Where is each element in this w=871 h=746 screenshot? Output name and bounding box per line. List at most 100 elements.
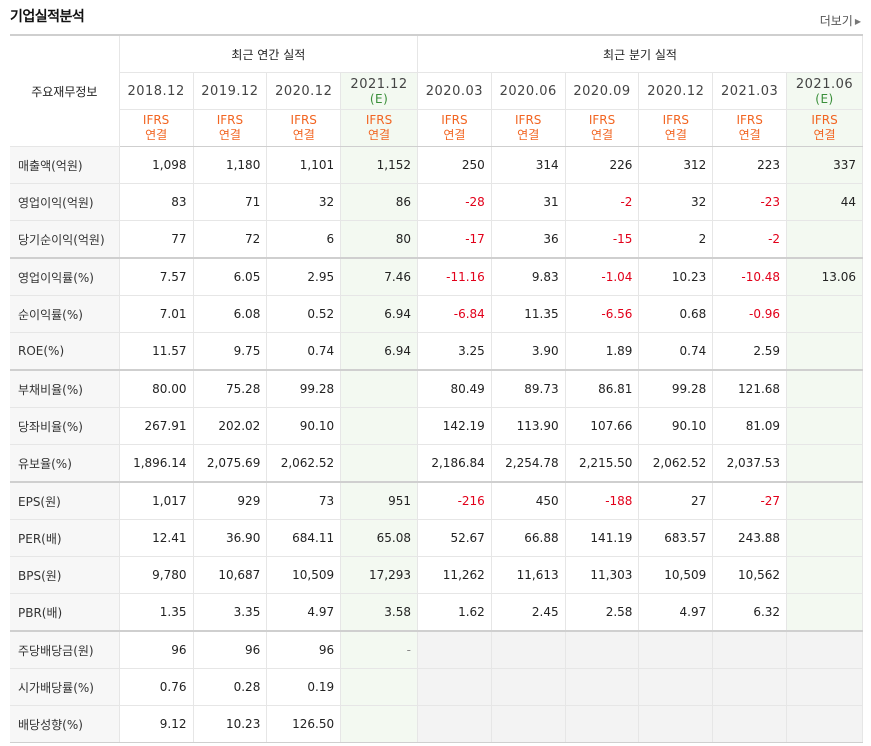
table-cell bbox=[786, 444, 863, 483]
table-cell: 90.10 bbox=[638, 407, 714, 445]
table-cell: 6.94 bbox=[340, 295, 418, 333]
table-cell bbox=[638, 631, 714, 669]
table-cell: 4.97 bbox=[638, 593, 714, 632]
table-cell: 77 bbox=[119, 220, 194, 259]
table-cell: -28 bbox=[416, 183, 492, 221]
table-cell: 2.59 bbox=[712, 332, 788, 371]
table-cell: 12.41 bbox=[119, 519, 194, 557]
table-row: 당좌비율(%) 267.91 202.02 90.10 142.19 113.90 107.… bbox=[10, 407, 863, 445]
table-cell: 83 bbox=[119, 183, 194, 221]
ifrs-basis-label: IFRS 연결 bbox=[193, 109, 268, 147]
table-row: 시가배당률(%) 0.76 0.28 0.19 bbox=[10, 668, 863, 706]
table-cell: 314 bbox=[491, 146, 566, 184]
table-cell: 1.35 bbox=[119, 593, 194, 632]
table-cell bbox=[786, 593, 863, 632]
table-cell: -10.48 bbox=[712, 258, 788, 296]
table-cell: 243.88 bbox=[712, 519, 788, 557]
annual-group-header: 최근 연간 실적 bbox=[119, 34, 418, 73]
more-link-label: 더보기 bbox=[819, 14, 853, 28]
table-cell: 52.67 bbox=[416, 519, 492, 557]
table-cell: 142.19 bbox=[416, 407, 492, 445]
table-cell: 121.68 bbox=[712, 370, 788, 408]
table-cell: -0.96 bbox=[712, 295, 788, 333]
table-cell: 107.66 bbox=[565, 407, 640, 445]
table-cell: 0.52 bbox=[266, 295, 342, 333]
table-cell: 3.25 bbox=[416, 332, 492, 371]
table-cell: 337 bbox=[786, 146, 863, 184]
row-label: 순이익률(%) bbox=[10, 295, 120, 333]
table-cell: 3.35 bbox=[193, 593, 268, 632]
table-cell: 3.90 bbox=[491, 332, 566, 371]
table-cell: 10,687 bbox=[193, 556, 268, 594]
table-cell: 126.50 bbox=[266, 705, 342, 743]
section-title: 기업실적분석 bbox=[10, 9, 85, 25]
table-cell: 1,101 bbox=[266, 146, 342, 184]
table-cell: -23 bbox=[712, 183, 788, 221]
ifrs-basis-label: IFRS 연결 bbox=[340, 109, 418, 147]
consolidated-text: 연결 bbox=[218, 128, 241, 142]
table-row: 부채비율(%) 80.00 75.28 99.28 80.49 89.73 86.81 99.… bbox=[10, 370, 863, 408]
table-cell: 2,037.53 bbox=[712, 444, 788, 483]
table-cell: 9,780 bbox=[119, 556, 194, 594]
table-cell: 450 bbox=[491, 482, 566, 520]
table-cell: 10,509 bbox=[266, 556, 342, 594]
ifrs-text: IFRS bbox=[216, 113, 244, 127]
table-cell: 32 bbox=[638, 183, 714, 221]
period-label: 2021.12 bbox=[350, 76, 408, 92]
table-row: 주당배당금(원) 96 96 96- bbox=[10, 631, 863, 669]
ifrs-text: IFRS bbox=[588, 113, 616, 127]
table-cell: 141.19 bbox=[565, 519, 640, 557]
table-row: 유보율(%) 1,896.14 2,075.69 2,062.52 2,186.84 2,… bbox=[10, 444, 863, 483]
consolidated-text: 연결 bbox=[145, 128, 168, 142]
table-cell bbox=[340, 407, 418, 445]
table-cell: -11.16 bbox=[416, 258, 492, 296]
table-cell: 80.00 bbox=[119, 370, 194, 408]
table-cell: 223 bbox=[712, 146, 788, 184]
table-cell: 2,062.52 bbox=[266, 444, 342, 483]
table-cell bbox=[786, 295, 863, 333]
table-cell bbox=[340, 444, 418, 483]
table-cell: 17,293 bbox=[340, 556, 418, 594]
table-cell: 1,017 bbox=[119, 482, 194, 520]
row-label: 당좌비율(%) bbox=[10, 407, 120, 445]
row-label: 매출액(억원) bbox=[10, 146, 120, 184]
ifrs-basis-label: IFRS 연결 bbox=[638, 109, 714, 147]
more-link[interactable]: 더보기 ▶ bbox=[820, 12, 861, 29]
table-cell: 0.76 bbox=[119, 668, 194, 706]
table-cell bbox=[491, 631, 566, 669]
table-cell bbox=[786, 482, 863, 520]
table-cell: 96 bbox=[119, 631, 194, 669]
table-cell: 951 bbox=[340, 482, 418, 520]
table-cell: 9.12 bbox=[119, 705, 194, 743]
table-cell: 6.05 bbox=[193, 258, 268, 296]
row-label: 배당성향(%) bbox=[10, 705, 120, 743]
table-cell: 2.95 bbox=[266, 258, 342, 296]
estimate-marker: (E) bbox=[369, 91, 389, 106]
ifrs-basis-label: IFRS 연결 bbox=[712, 109, 788, 147]
table-cell: 72 bbox=[193, 220, 268, 259]
table-cell: 267.91 bbox=[119, 407, 194, 445]
period-header: 2021.03 bbox=[712, 72, 788, 110]
table-cell: 11,613 bbox=[491, 556, 566, 594]
table-cell: 929 bbox=[193, 482, 268, 520]
table-cell: 2,254.78 bbox=[491, 444, 566, 483]
table-cell bbox=[786, 370, 863, 408]
table-cell: 113.90 bbox=[491, 407, 566, 445]
ifrs-text: IFRS bbox=[441, 113, 468, 127]
table-row: EPS(원) 1,017 929 73 951 -216 450 -188 27 -27 bbox=[10, 482, 863, 520]
ifrs-text: IFRS bbox=[736, 113, 763, 127]
table-cell: 36.90 bbox=[193, 519, 268, 557]
table-cell: 44 bbox=[786, 183, 863, 221]
financial-summary-table: 주요재무정보 최근 연간 실적 최근 분기 실적 2018.12 2019.12 2… bbox=[10, 34, 864, 743]
table-cell: 2.45 bbox=[491, 593, 566, 632]
row-label: PBR(배) bbox=[10, 593, 120, 632]
table-cell: 684.11 bbox=[266, 519, 342, 557]
table-cell bbox=[565, 631, 640, 669]
table-cell: 66.88 bbox=[491, 519, 566, 557]
table-cell: 36 bbox=[491, 220, 566, 259]
table-cell: 90.10 bbox=[266, 407, 342, 445]
row-label: 주당배당금(원) bbox=[10, 631, 120, 669]
row-label: EPS(원) bbox=[10, 482, 120, 520]
table-cell bbox=[712, 631, 788, 669]
table-cell: -6.84 bbox=[416, 295, 492, 333]
